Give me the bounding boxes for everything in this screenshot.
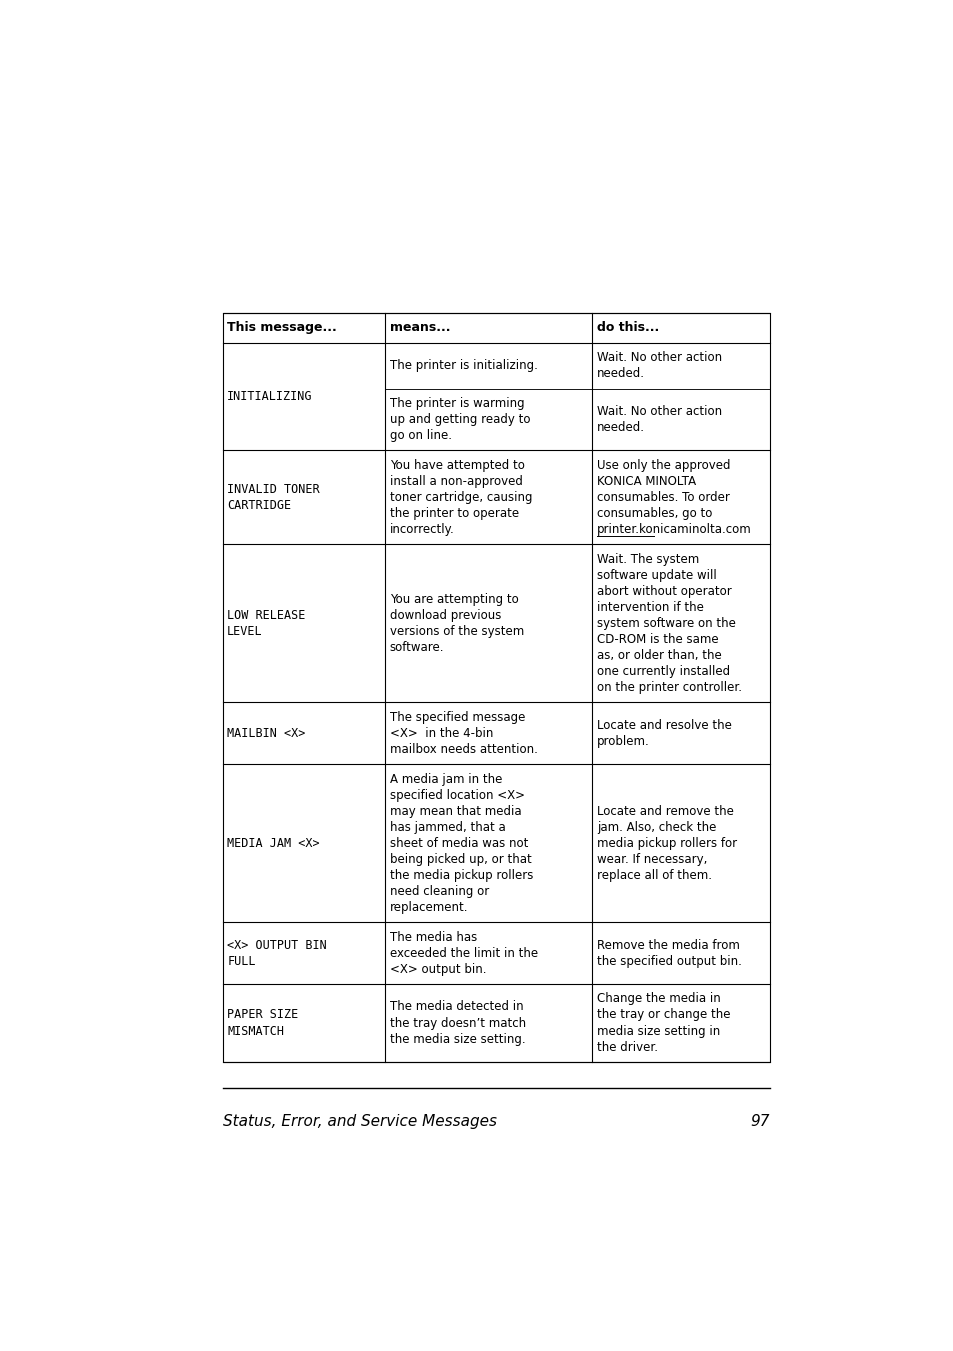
Text: exceeded the limit in the: exceeded the limit in the (390, 947, 537, 959)
Text: KONICA MINOLTA: KONICA MINOLTA (597, 474, 696, 488)
Bar (222, 313, 769, 1062)
Text: LEVEL: LEVEL (227, 626, 262, 638)
Text: the printer to operate: the printer to operate (390, 507, 518, 520)
Text: the specified output bin.: the specified output bin. (597, 955, 741, 967)
Text: software.: software. (390, 640, 444, 654)
Text: Wait. No other action: Wait. No other action (597, 351, 721, 365)
Text: <X>  in the 4-bin: <X> in the 4-bin (390, 727, 493, 740)
Text: CARTRIDGE: CARTRIDGE (227, 499, 291, 512)
Text: the tray doesn’t match: the tray doesn’t match (390, 1016, 525, 1029)
Text: Wait. No other action: Wait. No other action (597, 405, 721, 417)
Text: Locate and resolve the: Locate and resolve the (597, 719, 731, 732)
Text: consumables. To order: consumables. To order (597, 490, 729, 504)
Text: needed.: needed. (597, 422, 644, 434)
Text: go on line.: go on line. (390, 430, 452, 442)
Text: wear. If necessary,: wear. If necessary, (597, 852, 706, 866)
Text: up and getting ready to: up and getting ready to (390, 413, 530, 426)
Text: media size setting in: media size setting in (597, 1024, 720, 1038)
Text: Wait. The system: Wait. The system (597, 553, 699, 566)
Text: CD-ROM is the same: CD-ROM is the same (597, 632, 718, 646)
Text: The media has: The media has (390, 931, 476, 943)
Text: printer.konicaminolta.com: printer.konicaminolta.com (597, 523, 751, 536)
Text: means...: means... (390, 322, 450, 334)
Text: A media jam in the: A media jam in the (390, 773, 501, 785)
Text: consumables, go to: consumables, go to (597, 507, 712, 520)
Text: abort without operator: abort without operator (597, 585, 731, 597)
Text: as, or older than, the: as, or older than, the (597, 648, 720, 662)
Text: The printer is warming: The printer is warming (390, 397, 524, 409)
Text: jam. Also, check the: jam. Also, check the (597, 820, 716, 834)
Text: versions of the system: versions of the system (390, 626, 523, 638)
Text: FULL: FULL (227, 955, 255, 967)
Text: media pickup rollers for: media pickup rollers for (597, 836, 737, 850)
Text: Change the media in: Change the media in (597, 993, 720, 1005)
Text: do this...: do this... (597, 322, 659, 334)
Text: PAPER SIZE: PAPER SIZE (227, 1008, 298, 1021)
Text: being picked up, or that: being picked up, or that (390, 852, 531, 866)
Text: Locate and remove the: Locate and remove the (597, 805, 733, 817)
Text: You have attempted to: You have attempted to (390, 459, 524, 471)
Text: MAILBIN <X>: MAILBIN <X> (227, 727, 305, 740)
Text: The specified message: The specified message (390, 711, 525, 724)
Text: the media pickup rollers: the media pickup rollers (390, 869, 533, 882)
Text: Status, Error, and Service Messages: Status, Error, and Service Messages (222, 1115, 497, 1129)
Text: incorrectly.: incorrectly. (390, 523, 455, 536)
Text: install a non-approved: install a non-approved (390, 474, 522, 488)
Text: may mean that media: may mean that media (390, 805, 521, 817)
Text: LOW RELEASE: LOW RELEASE (227, 609, 305, 621)
Text: problem.: problem. (597, 735, 649, 748)
Text: mailbox needs attention.: mailbox needs attention. (390, 743, 537, 755)
Text: replace all of them.: replace all of them. (597, 869, 711, 882)
Text: specified location <X>: specified location <X> (390, 789, 524, 801)
Text: has jammed, that a: has jammed, that a (390, 820, 505, 834)
Text: 97: 97 (750, 1115, 769, 1129)
Text: one currently installed: one currently installed (597, 665, 729, 678)
Text: intervention if the: intervention if the (597, 601, 703, 613)
Text: on the printer controller.: on the printer controller. (597, 681, 741, 694)
Text: the tray or change the: the tray or change the (597, 1008, 730, 1021)
Text: INITIALIZING: INITIALIZING (227, 390, 313, 403)
Text: need cleaning or: need cleaning or (390, 885, 489, 898)
Text: needed.: needed. (597, 367, 644, 380)
Text: The media detected in: The media detected in (390, 1001, 523, 1013)
Text: software update will: software update will (597, 569, 716, 582)
Text: This message...: This message... (227, 322, 336, 334)
Text: INVALID TONER: INVALID TONER (227, 482, 319, 496)
Text: <X> OUTPUT BIN: <X> OUTPUT BIN (227, 939, 327, 951)
Text: You are attempting to: You are attempting to (390, 593, 518, 605)
Text: Use only the approved: Use only the approved (597, 459, 730, 471)
Text: the driver.: the driver. (597, 1040, 658, 1054)
Text: sheet of media was not: sheet of media was not (390, 836, 528, 850)
Text: system software on the: system software on the (597, 617, 735, 630)
Text: MISMATCH: MISMATCH (227, 1024, 284, 1038)
Text: Remove the media from: Remove the media from (597, 939, 739, 951)
Text: the media size setting.: the media size setting. (390, 1032, 525, 1046)
Text: MEDIA JAM <X>: MEDIA JAM <X> (227, 836, 319, 850)
Text: The printer is initializing.: The printer is initializing. (390, 359, 537, 372)
Text: replacement.: replacement. (390, 901, 468, 913)
Text: <X> output bin.: <X> output bin. (390, 963, 486, 975)
Text: download previous: download previous (390, 609, 500, 621)
Text: toner cartridge, causing: toner cartridge, causing (390, 490, 532, 504)
